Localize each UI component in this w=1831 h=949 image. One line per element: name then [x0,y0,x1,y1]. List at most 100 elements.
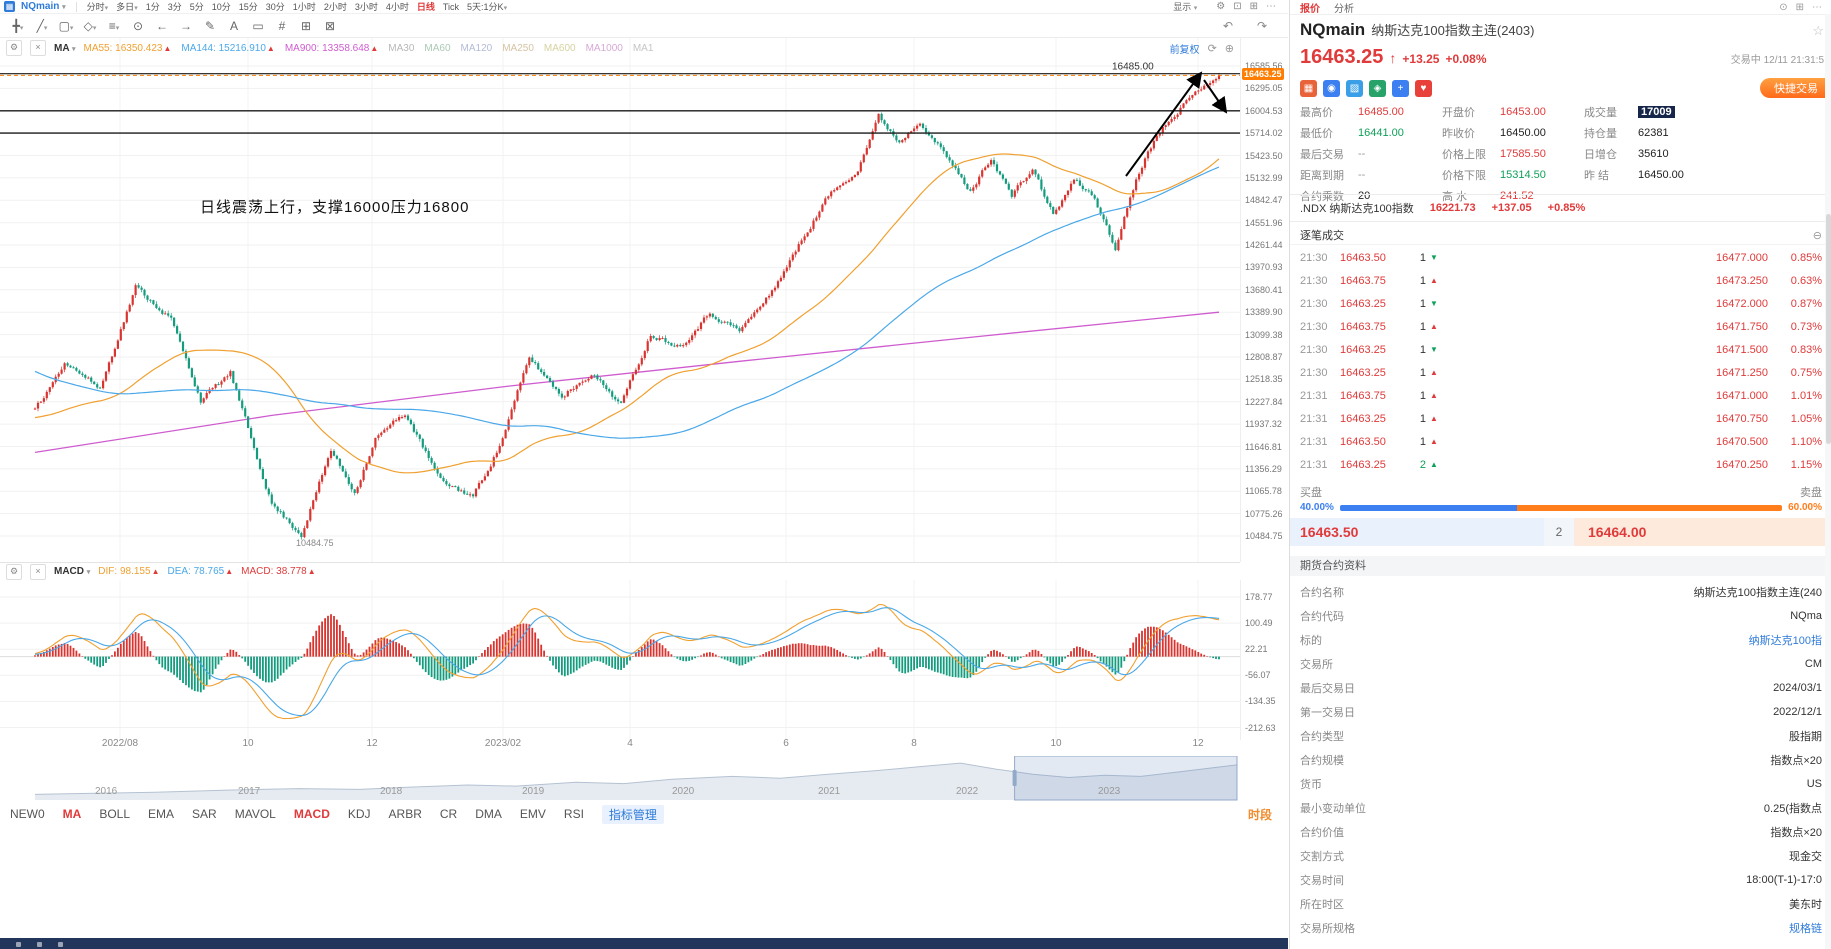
macd-close-icon[interactable]: × [30,563,46,580]
arrow-left-icon[interactable]: ← [156,18,168,33]
period-多日[interactable]: 多日▾ [116,2,138,12]
period-4小时[interactable]: 4小时 [385,2,409,12]
trend-line-tool-icon[interactable]: ╱▾ [36,18,48,33]
session-button[interactable]: 时段 [1247,807,1272,822]
screenshot-icon[interactable]: ⊡ [1233,1,1242,12]
panel-tab-分析[interactable]: 分析 [1334,3,1354,15]
bid-ask-row[interactable]: 16463.50 2 16464.00 [1290,518,1831,546]
fullscreen-icon[interactable]: ⊞ [1249,1,1258,12]
navigator-window[interactable] [1014,756,1238,801]
pin-icon[interactable]: ⊙ [1779,1,1788,13]
redo-icon[interactable]: ↷ [1256,18,1268,33]
period-2小时[interactable]: 2小时 [323,2,347,12]
magnet-tool-icon[interactable]: ⊙ [132,18,144,33]
compare-icon[interactable]: ◈ [1369,79,1386,97]
tick-trade-row[interactable]: 21:30 16463.25 1 ▼ 16472.000 0.87% [1290,292,1831,315]
period-日线[interactable]: 日线 [416,2,435,12]
undo-icon[interactable]: ↶ [1222,18,1234,33]
tick-trade-row[interactable]: 21:31 16463.75 1 ▲ 16471.000 1.01% [1290,384,1831,407]
settings-icon[interactable]: ⚙ [1216,1,1226,12]
layout-icon[interactable]: ⊞ [1795,1,1804,13]
fibonacci-tool-icon[interactable]: ≡▾ [108,18,120,33]
favorite-icon[interactable]: ♥ [1415,79,1432,97]
indicator-close-icon[interactable]: × [30,40,46,56]
trend-arrow[interactable] [1125,71,1203,177]
time-axis[interactable]: 2022/08 10 12 2023/02 4 6 8 10 12 [0,738,1240,752]
indicator-tab-SAR[interactable]: SAR [192,807,217,821]
price-axis[interactable]: 16585.56 16295.05 16004.53 15714.02 15423.50… [1240,38,1289,562]
timeline-navigator[interactable] [0,756,1240,802]
scrollbar-thumb[interactable] [1826,214,1831,444]
crosshair-tool-icon[interactable]: ╋▾ [12,18,24,33]
ma-disabled-MA1000[interactable]: MA1000 [585,42,623,54]
macd-settings-icon[interactable]: ⚙ [6,563,22,580]
arrow-right-icon[interactable]: → [180,18,192,33]
tick-trade-row[interactable]: 21:30 16463.25 1 ▲ 16471.250 0.75% [1290,361,1831,384]
ma-disabled-MA120[interactable]: MA120 [460,42,493,54]
comment-tool-icon[interactable]: ▭ [252,18,264,33]
indicator-tab-ARBR[interactable]: ARBR [388,807,422,821]
zoom-in-icon[interactable]: ⊕ [1224,42,1234,55]
ask-price[interactable]: 16464.00 [1574,518,1831,546]
period-30分[interactable]: 30分 [265,2,285,12]
chart-annotation[interactable]: 日线震荡上行，支撑16000压力16800 [200,199,470,216]
indicator-tab-EMA[interactable]: EMA [148,807,175,821]
alert-icon[interactable]: ◉ [1323,79,1340,97]
underlying-index-row[interactable]: .NDX 纳斯达克100指数 16221.73 +137.05 +0.85% [1290,194,1831,222]
contract-value[interactable]: 纳斯达克100指 [1748,635,1822,647]
scrollbar[interactable] [1825,14,1831,949]
display-menu[interactable]: 显示 ▾ [1171,0,1199,13]
rect-tool-icon[interactable]: ▢▾ [58,18,74,33]
doc-icon[interactable]: + [1392,79,1409,97]
indicator-tab-RSI[interactable]: RSI [563,807,584,821]
measure-tool-icon[interactable]: # [278,18,286,33]
period-分时[interactable]: 分时▾ [86,2,109,12]
chart-icon[interactable]: ▨ [1346,79,1363,97]
indicator-tab-EMV[interactable]: EMV [519,807,546,821]
grid-layout-icon[interactable]: ⊞ [300,18,312,33]
indicator-manage-button[interactable]: 指标管理 [601,804,664,824]
contract-value[interactable]: 规格链 [1789,923,1822,935]
tick-trade-row[interactable]: 21:30 16463.75 1 ▲ 16473.250 0.63% [1290,269,1831,292]
tick-trade-row[interactable]: 21:30 16463.75 1 ▲ 16471.750 0.73% [1290,315,1831,338]
adjust-mode-button[interactable]: 前复权 [1169,44,1200,56]
indicator-tab-KDJ[interactable]: KDJ [347,807,371,821]
quick-trade-button[interactable]: 快捷交易 [1760,78,1831,98]
tick-trade-row[interactable]: 21:30 16463.25 1 ▼ 16471.500 0.83% [1290,338,1831,361]
indicator-tab-MA[interactable]: MA [62,807,82,821]
macd-name[interactable]: MACD ▾ [54,566,90,577]
panel-tab-报价[interactable]: 报价 [1300,3,1320,15]
ma-line-value[interactable]: MA900: 13358.648▲ [285,43,378,54]
period-1分[interactable]: 1分 [145,2,160,12]
period-5分[interactable]: 5分 [189,2,204,12]
indicator-tab-MAVOL[interactable]: MAVOL [234,807,276,821]
period-3分[interactable]: 3分 [167,2,182,12]
period-10分[interactable]: 10分 [211,2,231,12]
news-icon[interactable]: ▦ [1300,79,1317,97]
panel-more-icon[interactable]: ⋯ [1812,1,1822,13]
tick-trade-row[interactable]: 21:30 16463.50 1 ▼ 16477.000 0.85% [1290,246,1831,269]
macd-chart[interactable] [0,580,1240,740]
indicator-tab-DMA[interactable]: DMA [475,807,502,821]
ma-line-value[interactable]: MA55: 16350.423▲ [83,43,171,54]
period-1小时[interactable]: 1小时 [292,2,316,12]
text-tool-icon[interactable]: A [229,18,238,33]
ma-disabled-MA250[interactable]: MA250 [502,42,534,54]
ma-disabled-MA600[interactable]: MA600 [543,42,576,54]
period-15分[interactable]: 15分 [238,2,258,12]
tick-trade-row[interactable]: 21:31 16463.25 2 ▲ 16470.250 1.15% [1290,453,1831,476]
indicator-tab-BOLL[interactable]: BOLL [99,807,131,821]
indicator-name[interactable]: MA ▾ [54,43,75,54]
ma-disabled-MA1[interactable]: MA1 [632,42,654,54]
navigator-handle[interactable] [1012,770,1017,786]
tick-trade-row[interactable]: 21:31 16463.25 1 ▲ 16470.750 1.05% [1290,407,1831,430]
trend-arrow[interactable] [1203,79,1228,114]
ma-line-value[interactable]: MA144: 15216.910▲ [181,43,274,54]
period-5天:1分K[interactable]: 5天:1分K▾ [467,2,508,12]
delete-drawings-icon[interactable]: ⊠ [324,18,336,33]
more-icon[interactable]: ⋯ [1266,1,1276,12]
ma-disabled-MA30[interactable]: MA30 [388,42,415,54]
bid-price[interactable]: 16463.50 [1290,518,1544,546]
symbol-menu[interactable]: NQmain ▾ [21,1,66,12]
favorite-star-icon[interactable]: ☆ [1812,23,1824,38]
